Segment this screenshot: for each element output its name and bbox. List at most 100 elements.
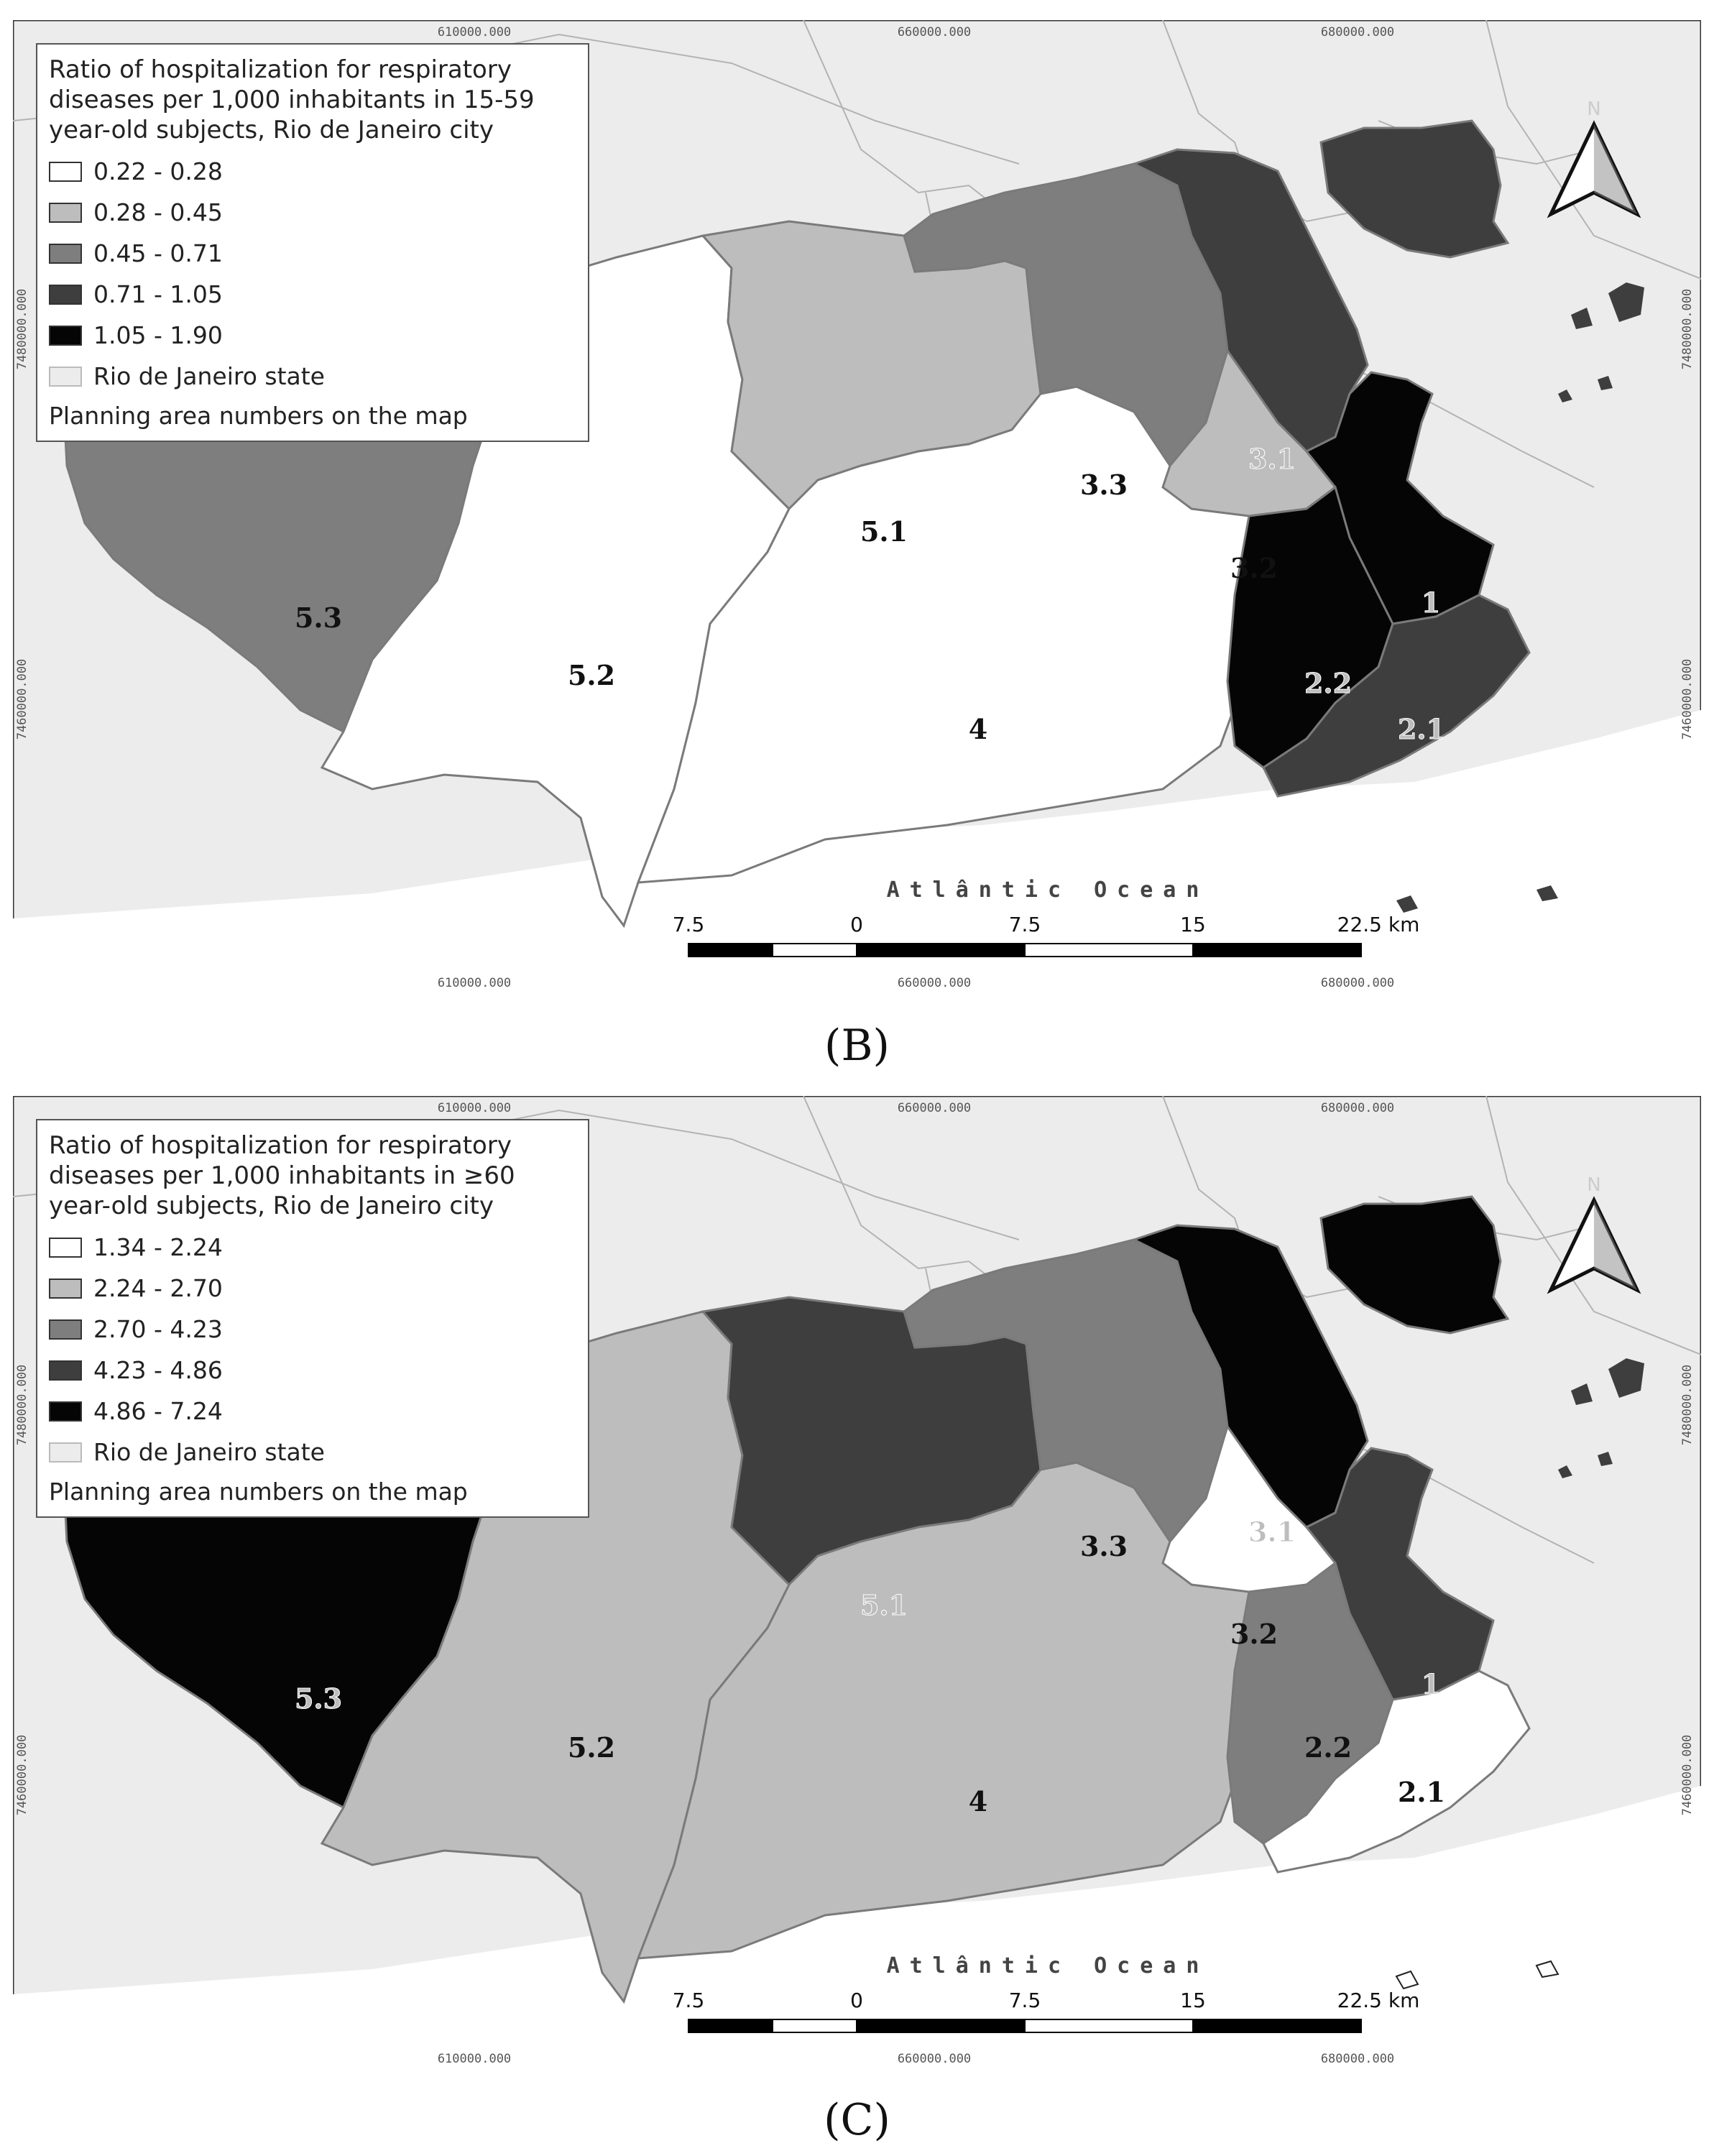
legend-title: Ratio of hospitalization for respiratory… <box>49 55 535 144</box>
legend-row-state: Rio de Janeiro state <box>49 1432 576 1473</box>
legend-title: Ratio of hospitalization for respiratory… <box>49 1131 515 1220</box>
coord-side-left-2: 7460000.000 <box>15 659 29 740</box>
scale-label-4: 15 <box>1180 913 1206 936</box>
scale-label-3: 7.5 <box>1009 913 1041 936</box>
north-letter: N <box>1587 1174 1600 1196</box>
coord-bottom-1: 610000.000 <box>438 2052 511 2066</box>
map-panel-c: 5.3 5.2 5.1 4 3.3 3.1 3.2 1 2.2 2.1 6100… <box>13 1096 1701 2068</box>
coord-top-3: 680000.000 <box>1321 25 1394 40</box>
legend-swatch <box>49 202 82 223</box>
area-label-3-1: 3.1 <box>1248 443 1296 475</box>
area-numbers: 5.3 5.2 5.1 4 3.3 3.1 3.2 1 2.2 2.1 <box>294 1516 1445 1818</box>
coord-bottom-3: 680000.000 <box>1321 2052 1394 2066</box>
legend-note: Planning area numbers on the map <box>49 1478 468 1506</box>
legend-class-label: 2.24 - 2.70 <box>93 1274 223 1302</box>
scale-label-5: 22.5 km <box>1337 1989 1420 2012</box>
scale-label-1: 7.5 <box>673 913 705 936</box>
legend-class-label: 1.05 - 1.90 <box>93 321 223 349</box>
area-label-4: 4 <box>969 713 987 745</box>
coord-side-right-2: 7460000.000 <box>1680 659 1695 740</box>
coord-top-1: 610000.000 <box>438 1101 511 1115</box>
coord-side-right-1: 7480000.000 <box>1680 289 1695 370</box>
legend-swatch <box>49 284 82 305</box>
coord-side-left-1: 7480000.000 <box>15 1365 29 1446</box>
area-label-5-1: 5.1 <box>860 1589 908 1621</box>
area-label-5-3: 5.3 <box>295 602 342 634</box>
legend-c: Ratio of hospitalization for respiratory… <box>36 1119 589 1518</box>
ocean <box>13 1786 1701 2068</box>
area-label-2-1: 2.1 <box>1398 1776 1445 1808</box>
area-label-3-2: 3.2 <box>1230 552 1278 584</box>
legend-class-label: 0.45 - 0.71 <box>93 239 223 267</box>
scale-bar: 7.5 0 7.5 15 22.5 km <box>673 913 1420 957</box>
legend-swatch <box>49 243 82 264</box>
area-label-2-2: 2.2 <box>1304 667 1352 699</box>
area-governador-island <box>1319 119 1510 259</box>
area-label-5-2: 5.2 <box>568 659 615 691</box>
legend-row-state: Rio de Janeiro state <box>49 356 576 397</box>
legend-row-1: 1.34 - 2.24 <box>49 1227 576 1268</box>
coordinate-labels: 610000.000 660000.000 680000.000 610000.… <box>15 1101 1695 2066</box>
legend-class-label: 0.28 - 0.45 <box>93 198 223 226</box>
area-2-1 <box>1262 594 1531 798</box>
coord-side-right-2: 7460000.000 <box>1680 1735 1695 1816</box>
coord-top-2: 660000.000 <box>898 1101 971 1115</box>
area-label-2-1: 2.1 <box>1398 713 1445 745</box>
legend-row-5: 1.05 - 1.90 <box>49 315 576 356</box>
area-label-1: 1 <box>1422 586 1440 619</box>
coord-top-1: 610000.000 <box>438 25 511 40</box>
area-governador-island <box>1319 1195 1510 1335</box>
legend-swatch <box>49 1360 82 1381</box>
legend-swatch <box>49 1401 82 1422</box>
coord-bottom-2: 660000.000 <box>898 976 971 990</box>
ocean-label: Atlântic Ocean <box>887 1953 1210 1978</box>
legend-class-label: 1.34 - 2.24 <box>93 1233 223 1261</box>
legend-swatch-state <box>49 1442 82 1462</box>
legend-row-4: 0.71 - 1.05 <box>49 274 576 315</box>
area-label-3-3: 3.3 <box>1080 1530 1128 1562</box>
coord-top-2: 660000.000 <box>898 25 971 40</box>
legend-swatch <box>49 161 82 182</box>
north-arrow: N <box>1547 98 1641 218</box>
ocean <box>13 710 1701 992</box>
area-label-3-3: 3.3 <box>1080 469 1128 501</box>
legend-row-2: 0.28 - 0.45 <box>49 192 576 233</box>
legend-swatch-state <box>49 366 82 387</box>
legend-row-3: 2.70 - 4.23 <box>49 1309 576 1350</box>
legend-row-3: 0.45 - 0.71 <box>49 233 576 274</box>
scale-bar: 7.5 0 7.5 15 22.5 km <box>673 1989 1420 2033</box>
legend-row-5: 4.86 - 7.24 <box>49 1391 576 1432</box>
scale-label-2: 0 <box>850 913 863 936</box>
islands <box>1396 282 1644 913</box>
legend-b: Ratio of hospitalization for respiratory… <box>36 43 589 442</box>
area-label-2-2: 2.2 <box>1304 1731 1352 1764</box>
coord-side-left-1: 7480000.000 <box>15 289 29 370</box>
area-label-5-2: 5.2 <box>568 1731 615 1764</box>
legend-note: Planning area numbers on the map <box>49 402 468 430</box>
scale-label-2: 0 <box>850 1989 863 2012</box>
scale-label-1: 7.5 <box>673 1989 705 2012</box>
islands-outline <box>1395 1960 1559 1990</box>
islands <box>1558 1358 1644 1478</box>
area-label-3-2: 3.2 <box>1230 1618 1278 1650</box>
scale-label-4: 15 <box>1180 1989 1206 2012</box>
scale-label-3: 7.5 <box>1009 1989 1041 2012</box>
area-label-5-3: 5.3 <box>295 1682 342 1715</box>
legend-swatch <box>49 1278 82 1299</box>
coordinate-labels: 610000.000 660000.000 680000.000 610000.… <box>15 25 1695 990</box>
legend-class-label: 4.86 - 7.24 <box>93 1397 223 1425</box>
legend-swatch <box>49 1237 82 1258</box>
area-2-1 <box>1262 1669 1531 1874</box>
area-label-3-1: 3.1 <box>1248 1516 1296 1548</box>
north-letter: N <box>1587 98 1600 120</box>
legend-class-label: 0.71 - 1.05 <box>93 280 223 308</box>
legend-state-label: Rio de Janeiro state <box>93 1438 325 1466</box>
area-label-1: 1 <box>1422 1668 1440 1700</box>
area-label-4: 4 <box>969 1785 987 1818</box>
ocean-label: Atlântic Ocean <box>887 877 1210 903</box>
legend-class-label: 4.23 - 4.86 <box>93 1356 223 1384</box>
scale-label-5: 22.5 km <box>1337 913 1420 936</box>
coord-bottom-3: 680000.000 <box>1321 976 1394 990</box>
legend-class-label: 0.22 - 0.28 <box>93 157 223 185</box>
area-label-5-1: 5.1 <box>860 515 908 548</box>
